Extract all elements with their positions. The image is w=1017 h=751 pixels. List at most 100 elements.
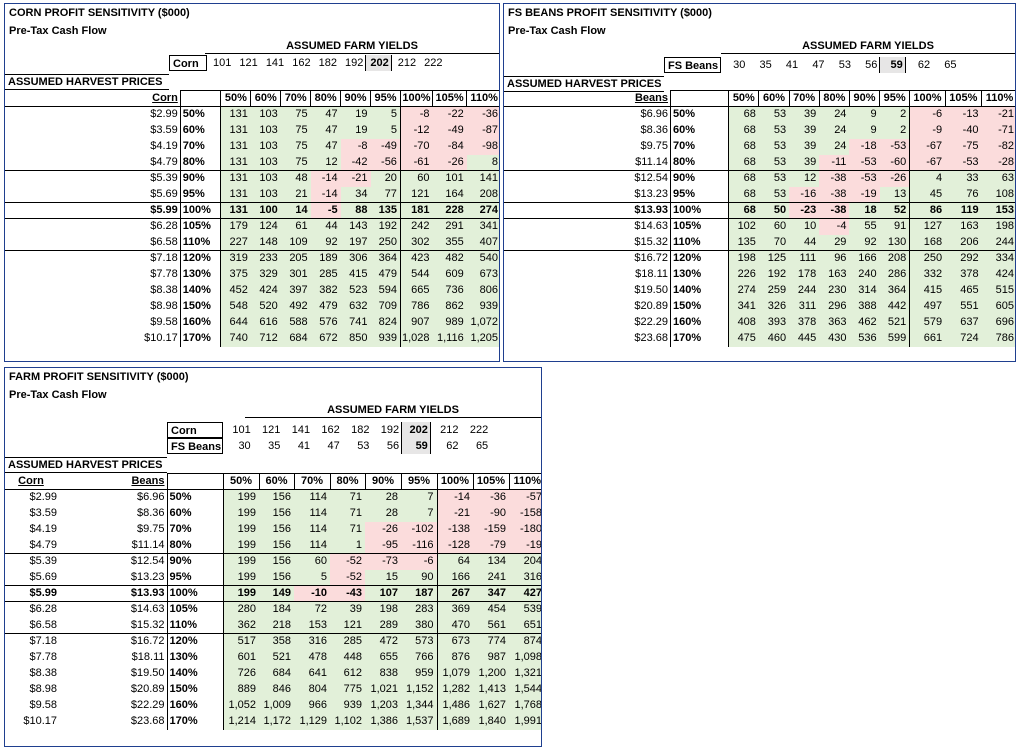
profit-cell: -40 (945, 122, 982, 139)
profit-cell: 166 (849, 250, 880, 267)
profit-cell: 178 (789, 266, 820, 283)
profit-cell: -116 (401, 537, 437, 554)
profit-cell: 53 (758, 138, 790, 155)
profit-cell: 362 (223, 617, 259, 634)
profit-cell: 326 (758, 298, 790, 315)
price-row: $6.28 $14.63 105% 280 184 72 39 198 283 369 454 539 (5, 601, 541, 618)
profit-cell: 68 (728, 186, 759, 203)
profit-cell: 53 (758, 154, 790, 171)
profit-cell: 107 (365, 585, 401, 602)
profit-cell: 226 (728, 266, 759, 283)
profit-cell: -14 (310, 170, 341, 187)
panel-subtitle: Pre-Tax Cash Flow (9, 25, 107, 37)
yield-pct-header: 50% (728, 90, 759, 107)
price-header-text: Beans (634, 91, 668, 104)
harvest-price: $19.50 (634, 284, 668, 296)
yield-label: FS Beans (167, 438, 223, 454)
profit-cell: 334 (981, 250, 1015, 267)
yield-value: 202 (401, 422, 431, 438)
profit-cell: 53 (758, 122, 790, 139)
price-pct: 70% (669, 138, 730, 155)
profit-cell: 68 (728, 106, 759, 123)
price-row: $2.99 50% 131 103 75 47 19 5 -8 -22 -36 (5, 106, 499, 123)
profit-cell: 1,021 (365, 681, 401, 698)
profit-cell: 987 (473, 649, 509, 666)
profit-cell: 364 (879, 282, 910, 299)
profit-cell: 8 (466, 154, 499, 171)
harvest-price: $4.79 (29, 538, 57, 551)
harvest-price: $9.75 (640, 140, 668, 152)
profit-cell: -52 (330, 553, 365, 570)
profit-cell: 393 (758, 314, 790, 331)
price-column-header: Corn (5, 90, 181, 107)
profit-cell: -26 (365, 521, 401, 538)
profit-cell: 233 (250, 250, 281, 267)
price-header-text: Corn (18, 474, 44, 487)
profit-cell: 13 (879, 186, 910, 203)
profit-cell: 156 (259, 569, 294, 586)
price-row: $8.38 140% 452 424 397 382 523 594 665 736 806 (5, 282, 499, 299)
price-row: $4.19 $9.75 70% 199 156 114 71 -26 -102 -138 -159-… (5, 521, 541, 538)
yield-value: 35 (268, 440, 281, 452)
price-pct: 50% (179, 106, 222, 123)
profit-cell: 131 (220, 122, 251, 139)
profit-cell: 192 (370, 218, 401, 235)
profit-cell: 1,282 (436, 681, 473, 698)
profit-cell: 576 (310, 314, 341, 331)
price-pct: 50% (669, 106, 730, 123)
harvest-price: $23.68 (130, 715, 165, 727)
profit-cell: 427 (509, 585, 541, 602)
harvest-price: $5.39 (5, 170, 181, 187)
price-pct: 50% (166, 489, 224, 506)
profit-cell: 862 (432, 298, 467, 315)
price-pct: 100% (179, 202, 222, 219)
profit-cell: -21 (981, 106, 1015, 123)
profit-cell: 218 (259, 617, 294, 634)
profit-cell: 806 (466, 282, 499, 299)
profit-cell: 726 (223, 665, 259, 682)
profit-cell: 378 (789, 314, 820, 331)
profit-cell: 520 (250, 298, 281, 315)
price-row: $18.11 130% 226 192 178 163 240 286 332 378 424 (504, 266, 1015, 283)
profit-cell: 786 (399, 298, 433, 315)
profit-cell: 199 (223, 537, 259, 554)
profit-cell: 424 (250, 282, 281, 299)
profit-cell: 274 (466, 202, 499, 219)
profit-cell: -19 (509, 537, 541, 554)
harvest-price: $5.69 (150, 187, 178, 200)
profit-cell: 103 (250, 154, 281, 171)
yield-value: 121 (262, 424, 281, 436)
profit-cell: 109 (280, 234, 311, 251)
profit-cell: 347 (473, 585, 509, 602)
profit-cell: 24 (819, 122, 850, 139)
profit-cell: 230 (819, 282, 850, 299)
harvest-price: $9.58 (150, 316, 178, 328)
yield-pct-header: 105% (944, 90, 982, 107)
profit-cell: 228 (432, 202, 467, 219)
profit-cell: -53 (945, 154, 982, 171)
profit-cell: 696 (981, 314, 1015, 331)
profit-cell: 53 (758, 106, 790, 123)
price-pct: 130% (669, 266, 730, 283)
harvest-price: $14.63 (130, 603, 165, 616)
harvest-price: $8.38 (150, 284, 178, 296)
profit-cell: 71 (330, 521, 365, 538)
harvest-price: $20.89 (130, 683, 165, 695)
harvest-price: $10.17 (23, 715, 57, 727)
profit-cell: 241 (473, 569, 509, 586)
profit-cell: 497 (909, 298, 946, 315)
price-pct: 95% (669, 186, 730, 203)
profit-cell: 197 (340, 234, 371, 251)
harvest-price: $13.23 (130, 570, 165, 583)
profit-cell: 378 (945, 266, 982, 283)
profit-cell: 114 (294, 537, 330, 554)
profit-cell: 1,544 (509, 681, 541, 698)
harvest-price: $3.59 (150, 124, 178, 136)
profit-cell: 96 (819, 250, 850, 267)
profit-cell: 92 (849, 234, 880, 251)
profit-cell: -36 (466, 106, 499, 123)
harvest-price: $6.28 (29, 603, 57, 616)
yield-value: 121 (239, 57, 258, 69)
profit-cell: 103 (250, 170, 281, 187)
price-pct: 150% (166, 681, 224, 698)
